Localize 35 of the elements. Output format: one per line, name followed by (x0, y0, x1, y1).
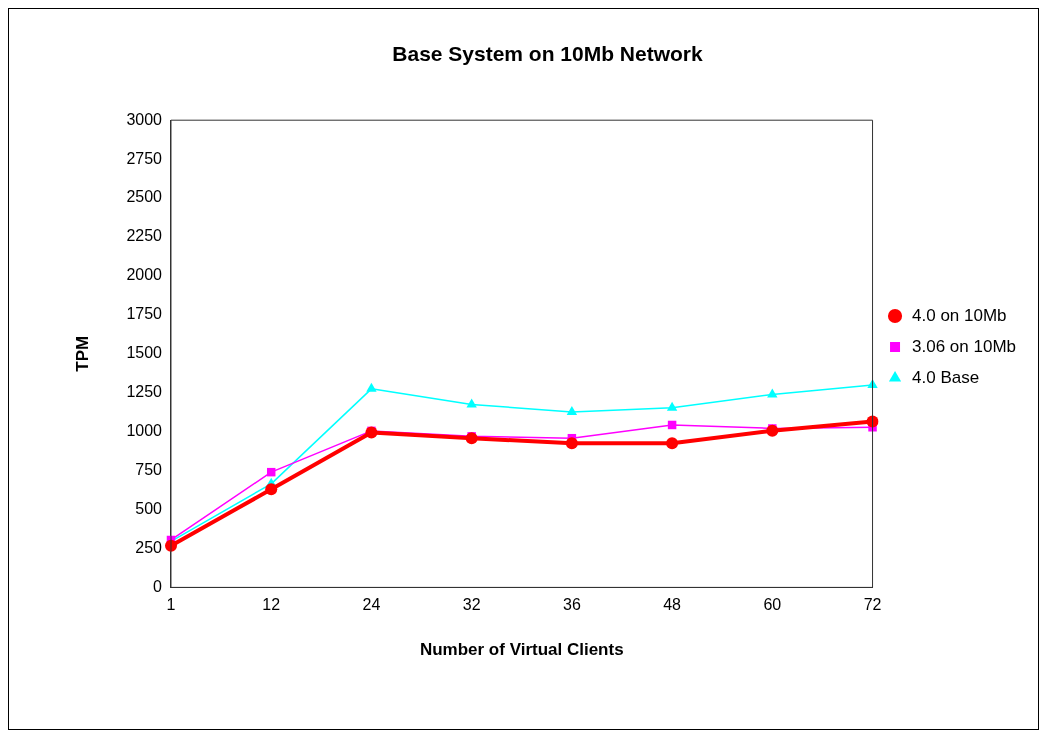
x-tick-label: 48 (663, 596, 682, 614)
y-tick-label: 2250 (126, 227, 163, 245)
point (565, 437, 578, 450)
legend-label: 3.06 on 10Mb (912, 336, 1016, 356)
y-tick-label: 1500 (126, 344, 163, 362)
x-tick-label: 60 (763, 596, 782, 614)
x-tick-label: 24 (362, 596, 381, 614)
point (566, 406, 578, 416)
y-tick-label: 2750 (126, 149, 163, 167)
chart-title: Base System on 10Mb Network (392, 42, 704, 66)
point (666, 437, 679, 450)
x-tick-label: 32 (462, 596, 481, 614)
y-tick-label: 1250 (126, 383, 163, 401)
x-tick-label: 36 (562, 596, 581, 614)
y-tick-label: 2500 (126, 188, 163, 206)
y-tick-label: 250 (135, 538, 163, 556)
y-axis-title: TPM (72, 335, 92, 372)
legend-label: 4.0 on 10Mb (912, 305, 1007, 325)
point (465, 432, 478, 445)
y-tick-label: 3000 (126, 110, 163, 128)
x-axis-title: Number of Virtual Clients (419, 640, 624, 660)
x-tick-label: 1 (166, 596, 176, 614)
y-tick-label: 1750 (126, 305, 163, 323)
x-tick-label: 12 (262, 596, 281, 614)
point (766, 424, 779, 437)
y-tick-label: 750 (135, 461, 163, 479)
point (366, 382, 377, 392)
y-tick-label: 0 (153, 577, 163, 595)
y-tick-label: 500 (135, 499, 163, 517)
point (265, 483, 278, 496)
y-tick-label: 1000 (126, 422, 163, 440)
x-tick-label: 72 (863, 596, 882, 614)
y-tick-label: 2000 (126, 266, 163, 284)
point (666, 401, 678, 411)
legend-label: 4.0 Base (912, 367, 980, 387)
